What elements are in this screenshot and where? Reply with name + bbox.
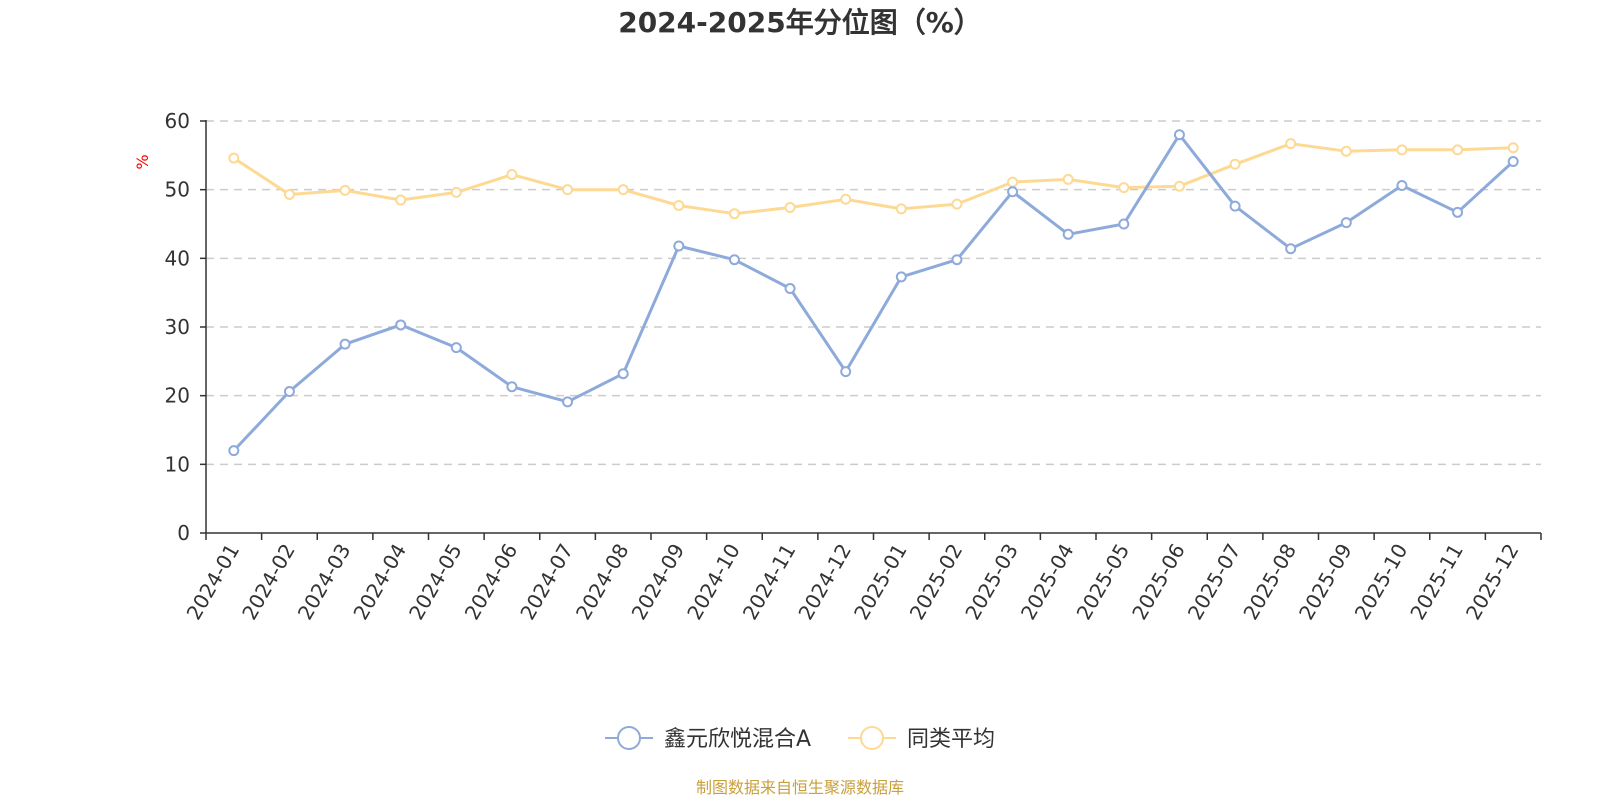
x-tick-label: 2025-06 <box>1127 540 1190 624</box>
data-point <box>228 445 240 457</box>
data-point <box>784 202 796 214</box>
x-tick-label: 2025-11 <box>1405 540 1468 624</box>
data-point <box>728 208 740 220</box>
x-tick-label: 2024-08 <box>571 540 634 624</box>
data-point <box>1340 217 1352 229</box>
axes <box>200 120 1542 540</box>
data-point <box>728 254 740 266</box>
data-point <box>450 342 462 354</box>
legend-fund-label: 鑫元欣悦混合A <box>664 727 811 752</box>
x-tick-label: 2025-04 <box>1016 540 1079 624</box>
source-note: 制图数据来自恒生聚源数据库 <box>696 778 904 797</box>
data-point <box>562 396 574 408</box>
data-point <box>840 366 852 378</box>
data-point <box>673 240 685 252</box>
y-tick-label: 50 <box>165 178 190 202</box>
data-point <box>506 169 518 181</box>
y-axis-label: % <box>133 154 152 169</box>
data-point <box>895 203 907 215</box>
data-point <box>1396 180 1408 192</box>
data-point <box>951 254 963 266</box>
data-point <box>562 184 574 196</box>
data-point <box>1507 156 1519 168</box>
y-tick-label: 10 <box>165 452 190 476</box>
x-tick-label: 2024-10 <box>682 540 745 624</box>
data-point <box>617 368 629 380</box>
y-tick-label: 30 <box>165 315 190 339</box>
data-point <box>339 184 351 196</box>
data-point <box>283 188 295 200</box>
data-point <box>283 386 295 398</box>
y-tick-label: 0 <box>177 521 190 545</box>
data-point <box>1062 173 1074 185</box>
grid-lines <box>206 120 1541 466</box>
x-tick-label: 2024-11 <box>738 540 801 624</box>
series <box>228 129 1519 457</box>
x-tick-label: 2025-07 <box>1183 540 1246 624</box>
data-point <box>339 338 351 350</box>
x-tick-label: 2024-03 <box>293 540 356 624</box>
data-point <box>395 194 407 206</box>
x-tick-label: 2024-12 <box>793 540 856 624</box>
x-tick-label: 2024-04 <box>348 540 411 624</box>
x-tick-label: 2025-08 <box>1238 540 1301 624</box>
x-tick-label: 2024-02 <box>237 540 300 624</box>
data-point <box>1173 180 1185 192</box>
x-tick-label: 2024-06 <box>460 540 523 624</box>
data-point <box>228 152 240 164</box>
data-point <box>1007 186 1019 198</box>
legend-item-average[interactable]: 同类平均 <box>848 726 995 752</box>
x-tick-label: 2025-03 <box>960 540 1023 624</box>
legend-average-marker <box>860 726 884 750</box>
legend-item-fund[interactable]: 鑫元欣悦混合A <box>605 726 811 752</box>
data-point <box>506 381 518 393</box>
x-tick-label: 2024-01 <box>182 540 245 624</box>
data-point <box>1229 200 1241 212</box>
data-point <box>1118 218 1130 230</box>
legend-fund-marker <box>617 726 641 750</box>
x-tick-label: 2025-05 <box>1072 540 1135 624</box>
data-point <box>1285 243 1297 255</box>
x-tick-label: 2025-01 <box>849 540 912 624</box>
x-tick-label: 2025-09 <box>1294 540 1357 624</box>
x-tick-label: 2025-10 <box>1350 540 1413 624</box>
data-point <box>395 319 407 331</box>
data-point <box>1007 176 1019 188</box>
y-tick-labels: 0 10 20 30 40 50 60 <box>165 109 190 545</box>
data-point <box>1452 206 1464 218</box>
legend-average-label: 同类平均 <box>907 727 995 752</box>
data-point <box>951 198 963 210</box>
data-point <box>450 186 462 198</box>
data-point <box>1229 158 1241 170</box>
series-line-0 <box>232 133 1515 452</box>
x-tick-label: 2024-05 <box>404 540 467 624</box>
y-tick-label: 60 <box>165 109 190 133</box>
data-point <box>617 184 629 196</box>
data-point <box>1118 182 1130 194</box>
data-point <box>1285 138 1297 150</box>
data-point <box>784 283 796 295</box>
series-line-1 <box>232 142 1514 216</box>
data-point <box>1452 144 1464 156</box>
data-point <box>840 193 852 205</box>
y-tick-label: 40 <box>165 246 190 270</box>
legend: 鑫元欣悦混合A 同类平均 <box>605 726 995 752</box>
data-point <box>1340 145 1352 157</box>
data-point <box>1507 142 1519 154</box>
x-tick-label: 2024-09 <box>627 540 690 624</box>
data-point <box>1396 144 1408 156</box>
x-tick-label: 2024-07 <box>515 540 578 624</box>
data-point <box>1062 228 1074 240</box>
x-tick-label: 2025-12 <box>1461 540 1524 624</box>
data-point <box>1173 129 1185 141</box>
data-point <box>673 199 685 211</box>
data-point <box>895 271 907 283</box>
y-tick-label: 20 <box>165 384 190 408</box>
chart-title: 2024-2025年分位图（%） <box>618 6 982 39</box>
x-tick-labels: 2024-012024-022024-032024-042024-052024-… <box>182 540 1524 624</box>
x-tick-label: 2025-02 <box>905 540 968 624</box>
